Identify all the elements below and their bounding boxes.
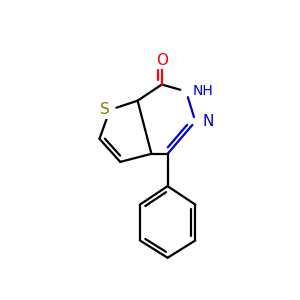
Text: O: O	[156, 53, 168, 68]
Text: N: N	[202, 114, 214, 129]
Text: NH: NH	[193, 84, 214, 98]
Text: S: S	[100, 102, 110, 117]
